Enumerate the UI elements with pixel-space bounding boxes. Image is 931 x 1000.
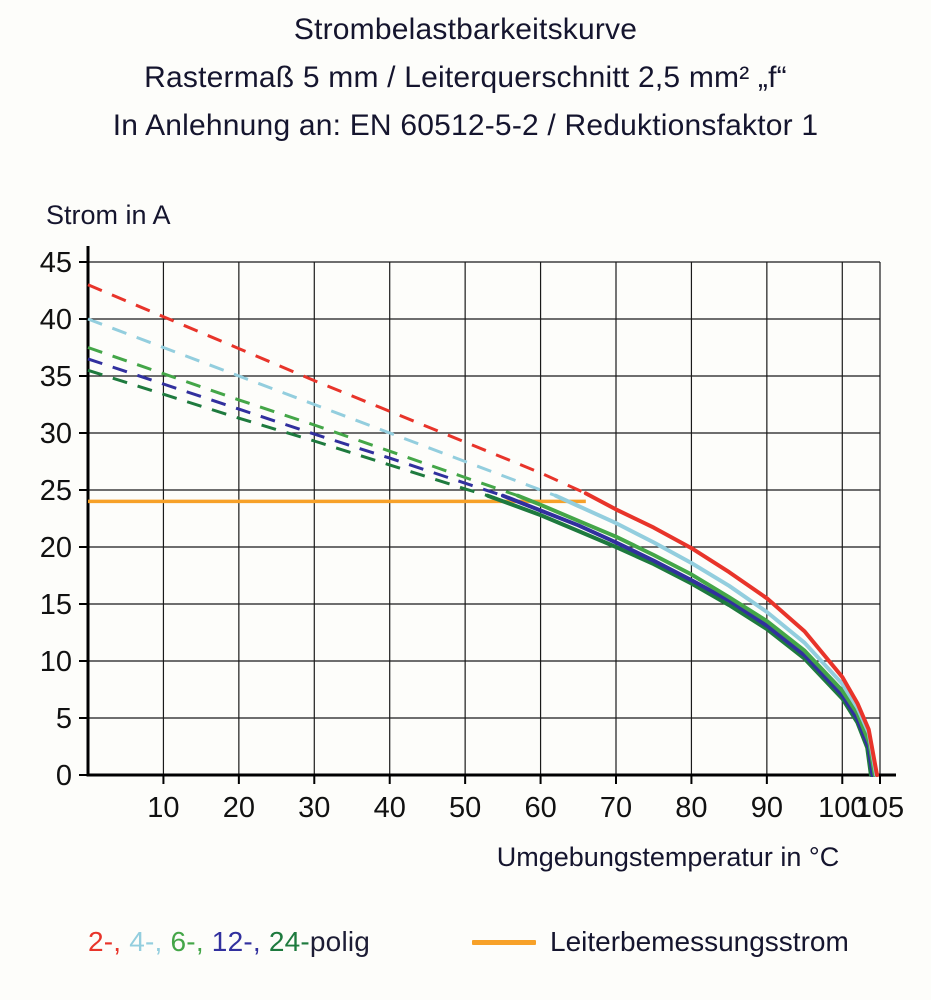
x-tick-label: 10: [147, 792, 179, 824]
y-tick-label: 20: [40, 532, 72, 564]
x-tick-label: 40: [374, 792, 406, 824]
x-tick-label: 70: [600, 792, 632, 824]
legend-pole-segment-4: 24-: [268, 926, 310, 957]
x-tick-label: 90: [751, 792, 783, 824]
x-tick-label: 30: [298, 792, 330, 824]
rated-current-label: Leiterbemessungsstrom: [550, 926, 849, 957]
title-line-2: Rastermaß 5 mm / Leiterquerschnitt 2,5 m…: [144, 61, 787, 94]
chart-title-block: Strombelastbarkeitskurve Rastermaß 5 mm …: [0, 6, 931, 150]
legend-pole-segment-5: polig: [309, 926, 371, 957]
x-tick-label: 20: [223, 792, 255, 824]
series-dashed-24-polig: [87, 368, 489, 498]
x-tick-label: 50: [449, 792, 481, 824]
rated-current-line-sample: [472, 939, 536, 945]
legend-rated: Leiterbemessungsstrom: [472, 926, 849, 958]
y-tick-label: 40: [40, 304, 72, 336]
y-tick-label: 35: [40, 361, 72, 393]
legend-pole-segment-3: 12-,: [211, 926, 269, 957]
y-tick-label: 5: [56, 703, 72, 735]
legend-pole-segment-2: 6-,: [170, 926, 212, 957]
series-dashed-12-polig: [87, 357, 504, 498]
series-solid-24-polig: [485, 493, 873, 777]
series-dashed-2-polig: [87, 283, 587, 495]
x-tick-label: 105: [856, 792, 904, 824]
y-tick-label: 15: [40, 589, 72, 621]
y-tick-label: 30: [40, 418, 72, 450]
y-tick-label: 10: [40, 646, 72, 678]
x-axis-title: Umgebungstemperatur in °C: [497, 842, 839, 872]
y-axis-title: Strom in A: [46, 200, 171, 230]
title-line-1: Strombelastbarkeitskurve: [293, 13, 638, 46]
legend-pole-segment-1: 4-,: [129, 926, 171, 957]
series-solid-6-polig: [515, 493, 877, 777]
series-solid-2-polig: [583, 491, 879, 777]
legend-pole-segment-0: 2-,: [88, 926, 130, 957]
series-solid-12-polig: [500, 493, 875, 777]
y-tick-label: 45: [40, 247, 72, 279]
y-tick-label: 25: [40, 475, 72, 507]
x-tick-label: 60: [524, 792, 556, 824]
x-tick-label: 100: [818, 792, 866, 824]
x-tick-label: 80: [675, 792, 707, 824]
title-line-3: In Anlehnung an: EN 60512-5-2 / Reduktio…: [112, 109, 819, 142]
y-tick-label: 0: [56, 760, 72, 792]
series-dashed-6-polig: [87, 346, 519, 498]
series-dashed-4-polig: [87, 317, 557, 498]
legend-poles: 2-, 4-, 6-, 12-, 24-polig: [88, 926, 370, 958]
